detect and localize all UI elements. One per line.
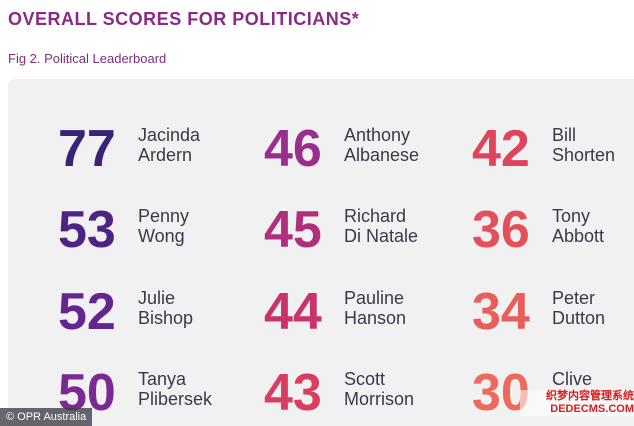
watermark-line-2: DEDECMS.COM	[550, 403, 634, 415]
first-name: Pauline	[344, 288, 405, 308]
last-name: Plibersek	[138, 389, 213, 409]
politician-name: Peter Dutton	[552, 288, 605, 328]
last-name: Abbott	[552, 226, 605, 246]
leaderboard-panel: 77 Jacinda Ardern 53 Penny Wong 52 Julie Bishop 5…	[8, 79, 634, 426]
first-name: Tanya	[138, 369, 187, 389]
score-value: 52	[58, 283, 116, 341]
politician-name: Penny Wong	[138, 206, 189, 246]
first-name: Clive	[552, 369, 593, 389]
first-name: Bill	[552, 125, 577, 145]
politician-name: Clive	[552, 369, 592, 389]
politician-name: Scott Morrison	[344, 369, 414, 409]
politician-name: Jacinda Ardern	[138, 125, 200, 165]
last-name: Shorten	[552, 145, 616, 165]
score-value: 43	[264, 364, 322, 422]
politician-name: Pauline Hanson	[344, 288, 406, 328]
politician-name: Richard Di Natale	[344, 206, 418, 246]
first-name: Jacinda	[138, 125, 201, 145]
score-value: 45	[264, 201, 322, 259]
politician-name: Tanya Plibersek	[138, 369, 212, 409]
last-name: Albanese	[344, 145, 420, 165]
last-name: Bishop	[138, 308, 194, 328]
politician-name: Julie Bishop	[138, 288, 193, 328]
first-name: Scott	[344, 369, 386, 389]
score-value: 36	[472, 201, 530, 259]
score-value: 46	[264, 120, 322, 178]
first-name: Richard	[344, 206, 407, 226]
first-name: Anthony	[344, 125, 411, 145]
politician-name: Anthony Albanese	[344, 125, 419, 165]
politician-name: Bill Shorten	[552, 125, 615, 165]
last-name: Di Natale	[344, 226, 419, 246]
politician-name: Tony Abbott	[552, 206, 604, 246]
first-name: Tony	[552, 206, 591, 226]
source-credit: © OPR Australia	[0, 408, 93, 426]
figure-caption: Fig 2. Political Leaderboard	[8, 51, 167, 66]
first-name: Peter	[552, 288, 596, 308]
last-name: Wong	[138, 226, 185, 246]
last-name: Ardern	[138, 145, 193, 165]
first-name: Penny	[138, 206, 190, 226]
last-name: Morrison	[344, 389, 415, 409]
last-name: Hanson	[344, 308, 407, 328]
score-value: 77	[58, 120, 116, 178]
chart-title: OVERALL SCORES FOR POLITICIANS*	[8, 9, 360, 29]
score-value: 53	[58, 201, 116, 259]
score-value: 44	[264, 283, 322, 341]
watermark: 织梦内容管理系统 DEDECMS.COM	[520, 390, 634, 416]
first-name: Julie	[138, 288, 176, 308]
score-value: 34	[472, 283, 530, 341]
last-name: Dutton	[552, 308, 606, 328]
score-value: 42	[472, 120, 530, 178]
watermark-line-1: 织梦内容管理系统	[546, 390, 634, 402]
